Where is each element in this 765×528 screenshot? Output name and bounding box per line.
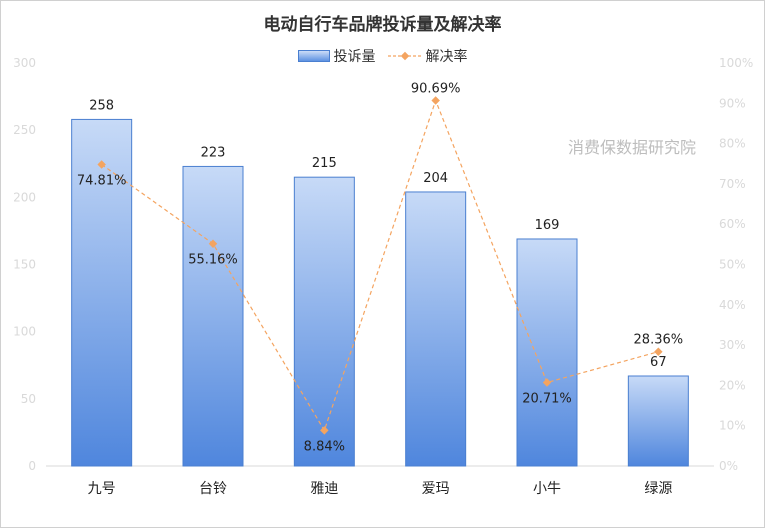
- y-right-tick-label: 40%: [719, 298, 746, 312]
- y-right-tick-label: 100%: [719, 56, 753, 70]
- line-value-label: 8.84%: [304, 439, 345, 454]
- chart-title: 电动自行车品牌投诉量及解决率: [263, 15, 502, 35]
- category-label: 小牛: [533, 481, 561, 497]
- line-point-4: [431, 96, 440, 105]
- legend-line-swatch: [387, 51, 422, 61]
- legend-label-bar: 投诉量: [333, 49, 376, 65]
- bar-value-label: 169: [535, 218, 560, 233]
- chart-legend: 投诉量 解决率: [0, 46, 765, 66]
- line-value-label: 28.36%: [634, 333, 684, 348]
- line-point-6: [654, 347, 663, 356]
- line-value-label: 90.69%: [411, 82, 461, 97]
- line-point-1: [97, 160, 106, 169]
- bar-1: [71, 118, 133, 467]
- line-value-label: 74.81%: [77, 174, 127, 189]
- bar-value-label: 258: [89, 98, 114, 113]
- y-left-tick-label: 150: [13, 258, 36, 272]
- line-value-label: 20.71%: [522, 392, 572, 407]
- resolution-rate-line: [101, 98, 659, 432]
- y-left-tick-label: 250: [13, 123, 36, 137]
- category-label: 台铃: [199, 481, 227, 497]
- bar-value-label: 215: [312, 156, 337, 171]
- bar-value-label: 67: [650, 355, 667, 370]
- bar-value-label: 204: [423, 171, 448, 186]
- category-label: 雅迪: [310, 481, 338, 497]
- y-left-tick-label: 100: [13, 325, 36, 339]
- y-left-tick-label: 0: [28, 459, 36, 473]
- bar-value-label: 223: [201, 145, 226, 160]
- y-left-tick-label: 50: [21, 392, 36, 406]
- line-point-3: [320, 426, 329, 435]
- y-right-tick-label: 60%: [719, 217, 746, 231]
- bar-2: [182, 165, 244, 467]
- line-point-2: [208, 239, 218, 248]
- y-right-tick-label: 0%: [719, 459, 738, 473]
- bar-6: [627, 375, 689, 467]
- legend-item-line: 解决率: [387, 46, 468, 66]
- y-left-tick-label: 300: [13, 56, 36, 70]
- bar-4: [405, 191, 467, 467]
- y-left-tick-label: 200: [13, 190, 36, 204]
- bar-3: [293, 176, 355, 467]
- watermark: 消费保数据研究院: [568, 138, 697, 157]
- bar-5: [516, 238, 578, 467]
- y-right-tick-label: 10%: [719, 419, 746, 433]
- y-right-tick-label: 20%: [719, 378, 746, 392]
- legend-bar-swatch: [297, 50, 330, 62]
- y-right-tick-label: 30%: [719, 338, 746, 352]
- line-value-label: 55.16%: [188, 253, 238, 268]
- category-label: 九号: [88, 481, 116, 497]
- category-label: 绿源: [644, 481, 672, 497]
- legend-item-bar: 投诉量: [297, 46, 376, 66]
- y-right-tick-label: 50%: [719, 258, 746, 272]
- y-right-tick-label: 70%: [719, 177, 746, 191]
- y-right-tick-label: 90%: [719, 96, 746, 110]
- line-point-5: [542, 378, 552, 387]
- y-right-tick-label: 80%: [719, 137, 746, 151]
- legend-label-line: 解决率: [425, 49, 468, 65]
- category-label: 爱玛: [422, 481, 450, 497]
